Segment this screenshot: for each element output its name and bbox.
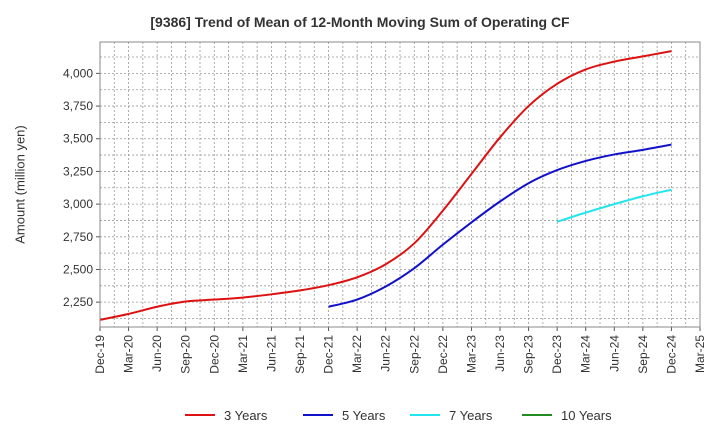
legend-label: 5 Years [342,408,386,423]
x-tick-label: Sep-20 [179,335,193,374]
y-tick-label: 3,500 [63,132,93,146]
series-line-7-years [556,188,672,223]
x-tick-label: Sep-24 [636,335,650,374]
y-tick-label: 2,250 [63,295,93,309]
x-tick-label: Jun-20 [150,335,164,372]
x-axis-ticks: Dec-19 Mar-20 Jun-20 Sep-20 Dec-20 Mar-21 Jun-… [93,327,707,374]
grid [100,42,700,327]
x-tick-label: Sep-21 [293,335,307,374]
series-lines [99,50,672,321]
legend-label: 10 Years [561,408,612,423]
x-tick-label: Mar-23 [464,335,478,373]
x-tick-label: Dec-19 [93,335,107,374]
x-tick-label: Mar-22 [350,335,364,373]
legend-label: 7 Years [449,408,493,423]
x-tick-label: Jun-22 [379,335,393,372]
x-tick-label: Mar-24 [579,335,593,373]
x-tick-label: Dec-22 [436,335,450,374]
legend: 3 Years 5 Years 7 Years 10 Years [185,408,612,423]
x-tick-label: Jun-23 [493,335,507,372]
chart-title: [9386] Trend of Mean of 12-Month Moving … [150,14,570,30]
plot-frame [99,41,701,328]
y-tick-label: 4,000 [63,66,93,80]
x-tick-label: Sep-22 [407,335,421,374]
x-tick-label: Jun-24 [607,335,621,372]
y-tick-label: 3,250 [63,164,93,178]
y-tick-label: 3,750 [63,99,93,113]
x-tick-label: Mar-21 [236,335,250,373]
x-tick-label: Jun-21 [264,335,278,372]
x-tick-label: Dec-21 [322,335,336,374]
x-tick-label: Dec-24 [664,335,678,374]
y-axis-label: Amount (million yen) [13,125,28,244]
x-tick-label: Mar-25 [693,335,707,373]
x-tick-label: Mar-20 [122,335,136,373]
y-axis-ticks: 2,250 2,500 2,750 3,000 3,250 3,500 3,750 4,000 [63,66,100,309]
x-tick-label: Dec-23 [550,335,564,374]
x-tick-label: Sep-23 [522,335,536,374]
x-tick-label: Dec-20 [207,335,221,374]
series-line-3-years [99,50,672,321]
series-line-5-years [328,143,672,308]
legend-label: 3 Years [224,408,268,423]
y-tick-label: 2,500 [63,262,93,276]
y-tick-label: 3,000 [63,197,93,211]
y-tick-label: 2,750 [63,230,93,244]
